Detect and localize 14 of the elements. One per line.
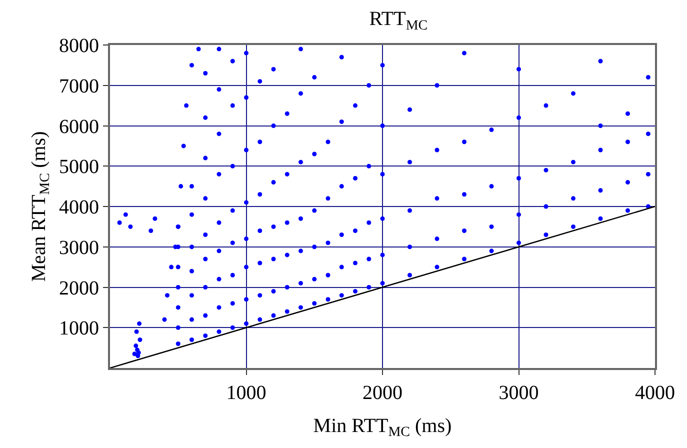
y-tick-label: 1000: [59, 318, 99, 340]
y-tick-label: 6000: [59, 116, 99, 138]
x-tick-label: 4000: [635, 382, 675, 404]
y-tick-label: 3000: [59, 236, 99, 259]
y-tick-label: 7000: [59, 75, 99, 98]
x-tick-label: 1000: [226, 382, 266, 404]
y-tick-label: 5000: [59, 156, 99, 178]
y-tick-label: 2000: [59, 277, 99, 300]
x-tick-label: 2000: [362, 382, 402, 404]
y-tick-label: 8000: [59, 35, 99, 57]
x-tick-label: 3000: [498, 382, 539, 404]
chart-title: RTT$_{MC}$: [369, 8, 428, 34]
x-axis-title: Min RTT$_{MC}$ (ms): [313, 415, 452, 440]
y-tick-label: 4000: [59, 196, 99, 218]
